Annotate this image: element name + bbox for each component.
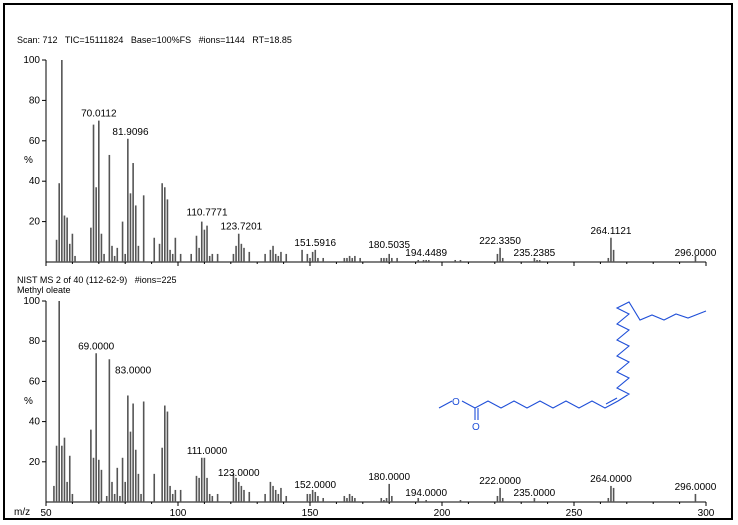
lower-peak-label: 69.0000 [78,341,115,352]
upper-y-axis-label: % [24,155,33,166]
upper-y-tick-label: 20 [29,217,41,228]
methyl-oleate-structure: O O [438,301,707,433]
upper-peak-label: 264.1121 [590,226,631,237]
lower-x-tick-label: 150 [302,508,319,519]
lower-peak-label: 194.0000 [405,488,447,499]
upper-y-tick-label: 80 [29,95,41,106]
upper-y-tick-label: 60 [29,136,41,147]
upper-peak-label: 222.3350 [479,236,521,247]
lower-x-tick-label: 100 [170,508,187,519]
lower-y-tick-label: 20 [29,457,41,468]
upper-peak-label: 194.4489 [405,248,447,259]
upper-y-tick-label: 100 [23,55,40,66]
lower-y-tick-label: 80 [29,336,41,347]
structure-skeleton [438,400,453,409]
lower-peak-label: 296.0000 [675,482,717,493]
library-header: NIST MS 2 of 40 (112-62-9) #ions=225 [17,275,177,285]
upper-peak-label: 151.5916 [294,238,336,249]
lower-x-tick-label: 50 [40,508,52,519]
upper-spectrum-panel: 20 40 60 80 100 70.0112 81.9096 110.7771 123.720… [23,55,717,266]
lower-peak-label: 222.0000 [479,476,521,487]
structure-double-bond [605,397,618,405]
lower-peak-label: 123.0000 [218,468,260,479]
lower-y-tick-label: 60 [29,376,41,387]
lower-x-tick-label: 200 [434,508,451,519]
upper-peak-label: 123.7201 [221,222,263,233]
mz-axis-prefix: m/z [14,507,30,518]
lower-peak-label: 83.0000 [115,365,152,376]
upper-y-tick-label: 40 [29,176,41,187]
carbonyl-oxygen-label: O [472,422,480,433]
upper-peak-label: 180.5035 [368,240,410,251]
lower-peak-label: 111.0000 [187,446,228,457]
ester-oxygen-label: O [452,397,460,408]
scan-header: Scan: 712 TIC=15111824 Base=100%FS #ions… [17,35,292,45]
lower-y-tick-label: 40 [29,417,41,428]
upper-peak-label: 296.0000 [675,248,717,259]
lower-peak-label: 235.0000 [514,488,556,499]
lower-peak-label: 180.0000 [368,472,410,483]
lower-y-axis-label: % [24,396,33,407]
lower-x-tick-label: 300 [698,508,715,519]
upper-peak-label: 235.2385 [514,248,556,259]
upper-peak-label: 70.0112 [81,109,117,120]
upper-peak-label: 110.7771 [187,208,228,219]
compound-name: Methyl oleate [17,285,71,295]
lower-y-tick-label: 100 [23,296,40,307]
upper-peak-label: 81.9096 [112,127,149,138]
lower-peak-label: 152.0000 [294,480,336,491]
structure-chain [461,301,707,409]
lower-spectrum-panel: 20 40 60 80 100 50 100 150 200 250 300 69.0000 83.00… [23,296,716,519]
lower-peak-label: 264.0000 [590,474,632,485]
lower-x-tick-label: 250 [566,508,583,519]
